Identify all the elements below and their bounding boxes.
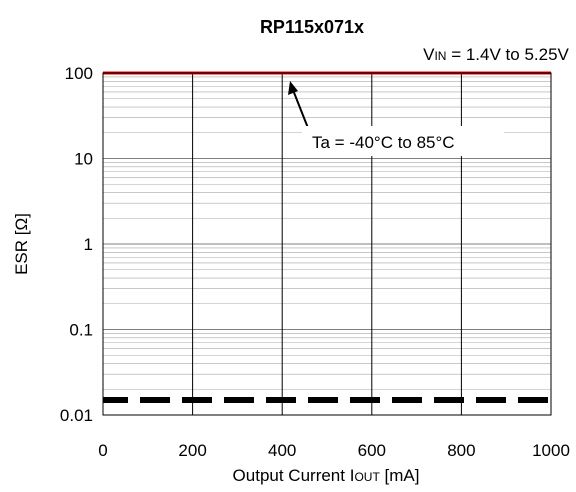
y-axis-ticks: 0.01 0.1 1 10 100 (60, 64, 93, 425)
x-tick-label: 0 (98, 441, 107, 460)
plot-area-frame (102, 72, 552, 416)
x-tick-label: 600 (358, 441, 386, 460)
annotation-arrow-head (288, 81, 298, 95)
chart-title: RP115x071x (260, 17, 364, 37)
x-axis-label: Output Current IOUT [mA] (233, 466, 420, 485)
x-tick-label: 400 (268, 441, 296, 460)
series-group (103, 71, 551, 403)
temperature-annotation: Ta = -40°C to 85°C (288, 81, 504, 156)
y-tick-label: 0.01 (60, 406, 93, 425)
annotation-arrow-line (292, 89, 309, 129)
y-tick-label: 10 (74, 150, 93, 169)
condition-label: VIN = 1.4V to 5.25V (423, 45, 569, 64)
grid-lines (103, 73, 551, 415)
y-tick-label: 1 (84, 235, 93, 254)
x-tick-label: 1000 (532, 441, 570, 460)
annotation-text: Ta = -40°C to 85°C (312, 133, 455, 152)
y-tick-label: 0.1 (69, 321, 93, 340)
x-axis-ticks: 0 200 400 600 800 1000 (98, 441, 570, 460)
x-tick-label: 800 (447, 441, 475, 460)
annotation-box (302, 126, 504, 156)
x-tick-label: 200 (178, 441, 206, 460)
y-axis-label: ESR [Ω] (12, 213, 31, 275)
y-tick-label: 100 (65, 64, 93, 83)
